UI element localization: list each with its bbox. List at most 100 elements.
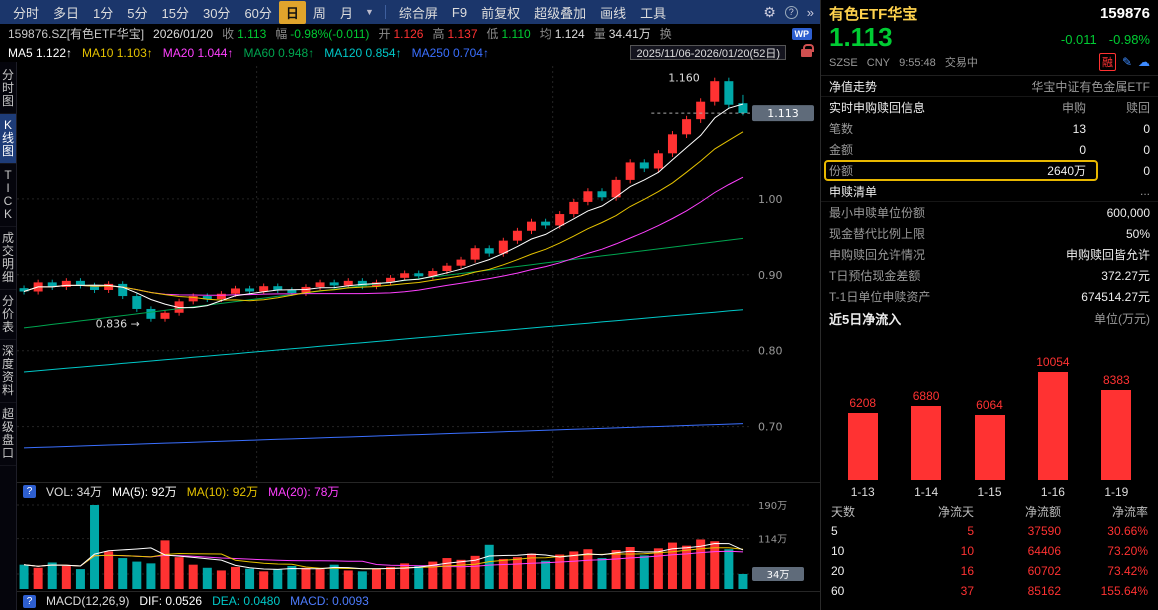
settings-gear-icon[interactable]: ⚙	[763, 3, 776, 20]
tab-5min[interactable]: 5分	[127, 5, 148, 21]
help-icon[interactable]: ?	[784, 5, 798, 19]
volume-legend-bar: ? VOL: 34万 MA(5): 92万 MA(10): 92万 MA(20): 7…	[17, 482, 820, 499]
menu-tools[interactable]: 工具	[640, 5, 667, 21]
macd-help-icon[interactable]: ?	[23, 594, 36, 608]
svg-text:0.70: 0.70	[758, 421, 783, 434]
info-close: 收 1.113	[222, 26, 267, 42]
volume-help-icon[interactable]: ?	[23, 484, 36, 498]
tab-15min[interactable]: 15分	[161, 5, 189, 21]
purchase-row: 份额 2640万 0	[821, 160, 1158, 181]
top-toolbar: 分时 多日 1分 5分 15分 30分 60分日周月 ▼ 综合屏 F9 前复权 超级叠加 画线 工具 …	[0, 0, 820, 24]
sidebar-item-depth-info[interactable]: 深度资料	[0, 340, 16, 403]
ma-legend-ma60: MA60 0.948↑	[243, 45, 315, 60]
sidebar-item-minute-chart[interactable]: 分时图	[0, 64, 16, 114]
sidebar-item-super-level2[interactable]: 超级盘口	[0, 403, 16, 466]
margin-trading-badge: 融	[1098, 53, 1116, 71]
quote-header: 有色ETF华宝 159876 1.113 -0.011 -0.98% SZSE …	[821, 0, 1158, 76]
tab-multiday[interactable]: 多日	[53, 5, 80, 21]
price-change: -0.011	[1060, 32, 1097, 47]
flow-table-row: 10 10 64406 73.20%	[831, 544, 1148, 558]
svg-text:34万: 34万	[767, 570, 790, 581]
tab-minute[interactable]: 分时	[13, 5, 40, 21]
chart-stack: 1.00 0.90 0.80 0.70 1.113 1.160 0.836 → ? VOL:…	[17, 62, 820, 610]
menu-super-overlay[interactable]: 超级叠加	[534, 5, 587, 21]
detail-row-min-unit: 最小申赎单位份额 600,000	[829, 205, 1150, 221]
flow-table-row: 60 37 85162 155.64%	[831, 584, 1148, 598]
menu-draw-line[interactable]: 画线	[600, 5, 627, 21]
info-turnover: 换	[659, 27, 672, 41]
visible-range-text: 2025/11/06-2026/01/20(52日)	[636, 47, 780, 60]
etf-detail-rows: 最小申赎单位份额 600,000 现金替代比例上限 50% 申购赎回允许情况 申购赎回皆允…	[821, 202, 1158, 307]
detail-row-cash-sub-ratio: 现金替代比例上限 50%	[829, 226, 1150, 242]
info-symbol: 159876.SZ[有色ETF华宝]	[8, 27, 145, 41]
svg-text:190万: 190万	[758, 501, 787, 512]
menu-forward-adjust[interactable]: 前复权	[481, 5, 521, 21]
kline-chart[interactable]: 1.00 0.90 0.80 0.70 1.113 1.160 0.836 →	[17, 62, 820, 482]
tab-daily[interactable]: 日	[278, 0, 306, 24]
flow-table-header: 天数 净流天 净流额 净流率	[831, 504, 1148, 519]
macd-params-label: MACD(12,26,9)	[46, 594, 130, 608]
info-volume: 量 34.41万	[593, 27, 651, 41]
col-header-redeem: 赎回	[1125, 101, 1150, 115]
info-avg: 均 1.124	[539, 26, 585, 42]
infobar-fields: 159876.SZ[有色ETF华宝] 2026/01/20 收 1.113 幅 -0.98…	[8, 25, 675, 42]
info-date: 2026/01/20	[153, 26, 214, 41]
purchase-info-title: 实时申购赎回信息	[829, 101, 926, 115]
inflow-bar-1-15: 6064 1-15	[974, 398, 1005, 499]
tab-1min[interactable]: 1分	[93, 5, 114, 21]
svg-text:1.160: 1.160	[668, 71, 700, 84]
period-dropdown-caret[interactable]: ▼	[364, 7, 374, 17]
edit-icon[interactable]: ✎	[1121, 55, 1132, 69]
vol-legend-ma20: MA(20): 78万	[268, 484, 340, 499]
tab-30min[interactable]: 30分	[202, 5, 231, 21]
svg-text:1.113: 1.113	[767, 107, 799, 120]
inflow-bar-1-13: 6208 1-13	[847, 396, 878, 499]
inflow-bar-1-16: 10054 1-16	[1036, 355, 1070, 499]
redemption-list-title: 申赎清单	[829, 184, 878, 199]
tab-weekly[interactable]: 周	[312, 5, 326, 21]
menu-f9[interactable]: F9	[451, 4, 468, 20]
expand-panel-icon[interactable]: »	[806, 4, 814, 20]
inflow-bar-1-14: 6880 1-14	[911, 389, 942, 499]
sidebar-item-trade-details[interactable]: 成交明细	[0, 227, 16, 290]
ma-legend-ma20: MA20 1.044↑	[162, 45, 234, 60]
net-inflow-unit: 单位(万元)	[1094, 311, 1150, 326]
inflow-bar-1-19: 8383 1-19	[1101, 373, 1132, 499]
toolbar-divider	[384, 5, 386, 19]
more-ellipsis[interactable]: ...	[1139, 184, 1150, 198]
flow-table-row: 20 16 60702 73.42%	[831, 564, 1148, 578]
vol-legend-ma5: MA(5): 92万	[112, 484, 177, 499]
tab-monthly[interactable]: 月	[339, 5, 353, 21]
security-code: 159876	[1099, 4, 1150, 22]
info-high: 高 1.137	[432, 26, 478, 42]
wp-badge-icon[interactable]: WP	[791, 27, 812, 40]
ma-legend-ma120: MA120 0.854↑	[324, 45, 402, 60]
menu-composite-screen[interactable]: 综合屏	[398, 5, 438, 21]
toolbar-menu: 综合屏 F9 前复权 超级叠加 画线 工具	[392, 1, 673, 24]
sidebar-item-price-table[interactable]: 分价表	[0, 290, 16, 340]
cloud-icon[interactable]: ☁	[1138, 55, 1150, 69]
fund-full-name: 华宝中证有色金属ETF	[1031, 79, 1150, 94]
net-inflow-title: 近5日净流入	[829, 311, 902, 327]
detail-row-permission: 申购赎回允许情况 申购赎回皆允许	[829, 248, 1150, 262]
svg-text:0.90: 0.90	[758, 269, 783, 282]
toolbar-icons: ⚙ ? »	[763, 4, 814, 21]
flow-table-row: 5 5 37590 30.66%	[831, 524, 1148, 538]
chart-main-area: 分时 多日 1分 5分 15分 30分 60分日周月 ▼ 综合屏 F9 前复权 超级叠加 画线 工具 …	[0, 0, 820, 610]
ma-legend-ma5: MA5 1.122↑	[8, 45, 73, 60]
visible-range-box: 2025/11/06-2026/01/20(52日)	[630, 45, 786, 60]
lock-icon[interactable]	[801, 43, 814, 57]
volume-chart[interactable]: 190万 114万 34万	[17, 499, 820, 591]
tab-60min[interactable]: 60分	[244, 5, 272, 21]
svg-text:0.80: 0.80	[758, 345, 783, 358]
security-name: 有色ETF华宝	[829, 5, 918, 23]
nav-trend-label[interactable]: 净值走势	[829, 79, 878, 94]
ma-legend-ma250: MA250 0.704↑	[411, 45, 489, 60]
svg-text:0.836 →: 0.836 →	[96, 317, 140, 330]
detail-row-t1-unit-asset: T-1日单位申赎资产 674514.27元	[829, 290, 1150, 304]
net-inflow-table: 天数 净流天 净流额 净流率 5 5 37590 30.66% 10 10 64406 73.20% 2…	[821, 501, 1158, 601]
last-price: 1.113	[829, 22, 893, 52]
